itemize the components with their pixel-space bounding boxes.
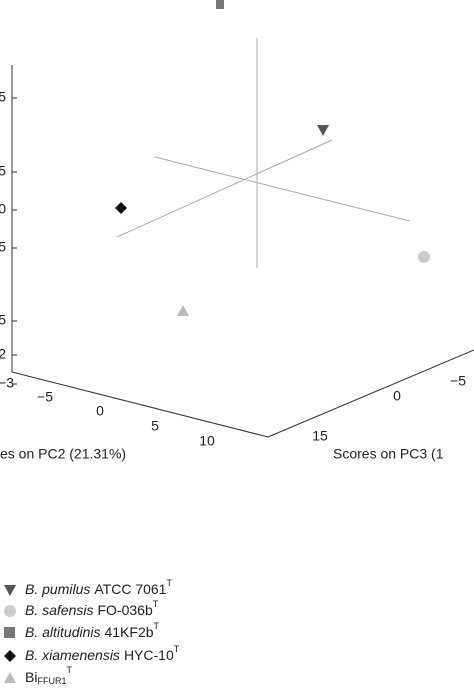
pc2-tick-label: 10 (199, 433, 215, 449)
point-safensis (418, 251, 430, 263)
legend-name: Bi (25, 669, 37, 685)
point-altitudinis (216, 0, 224, 9)
origin-line (116, 139, 333, 238)
z-tick-label: 2 (0, 346, 6, 362)
legend-marker (4, 672, 16, 683)
legend-sup: T (154, 621, 160, 631)
origin-line (154, 156, 411, 222)
z-tick-label: 0 (0, 201, 6, 217)
legend-marker (4, 585, 16, 596)
z-tick-label: 5 (0, 239, 6, 255)
legend-marker (4, 650, 16, 662)
pc3-axis (267, 349, 474, 438)
pc2-tick-label: −5 (37, 389, 53, 405)
z-tick-label: 5 (0, 312, 6, 328)
legend-entry: B. altitudinis 41KF2bT (25, 621, 160, 639)
legend-strain: HYC-10 (124, 647, 174, 663)
legend-species: B. xiamenensis (25, 647, 120, 663)
legend-entry: B. xiamenensis HYC-10T (25, 644, 180, 662)
point-xiamenensis (115, 202, 127, 214)
pc2-axis (11, 371, 269, 438)
pc3-tick-label: −5 (450, 373, 466, 389)
legend-marker (4, 605, 16, 617)
legend-strain: FO-036b (97, 602, 152, 618)
legend-species: B. pumilus (25, 581, 90, 597)
pc2-label: es on PC2 (21.31%) (0, 446, 126, 462)
legend-species: B. safensis (25, 602, 93, 618)
legend-sup: T (166, 578, 172, 588)
legend-sub: FFUR1 (37, 676, 66, 685)
z-tick-label: −3 (0, 375, 14, 391)
legend-strain: ATCC 7061 (94, 581, 166, 597)
legend-marker (4, 627, 15, 638)
points (115, 0, 430, 316)
legend-entry: B. pumilus ATCC 7061T (25, 578, 172, 596)
pc3-label: Scores on PC3 (1 (333, 446, 444, 462)
ticks: 5 5 0 5 5 2 −3 −5 0 5 10 es on PC2 (21.31%) 15 0 −5 Sco… (0, 89, 466, 462)
z-tick-label: 5 (0, 89, 6, 105)
legend-sup: T (174, 644, 180, 654)
legend-sup: T (66, 665, 72, 675)
point-pumilus (317, 125, 329, 136)
legend-entry: B. safensis FO-036bT (25, 599, 159, 617)
legend-strain: 41KF2b (104, 624, 153, 640)
pc3-tick-label: 0 (393, 388, 401, 404)
pc3-tick-label: 15 (312, 428, 328, 444)
axes-frame (11, 38, 474, 438)
legend-species: B. altitudinis (25, 624, 100, 640)
z-tick-label: 5 (0, 163, 6, 179)
point-bi (177, 305, 189, 316)
legend-entry: BiFFUR1T (25, 665, 72, 685)
pc2-tick-label: 5 (151, 418, 159, 434)
legend-sup: T (153, 599, 159, 609)
pc2-tick-label: 0 (96, 403, 104, 419)
